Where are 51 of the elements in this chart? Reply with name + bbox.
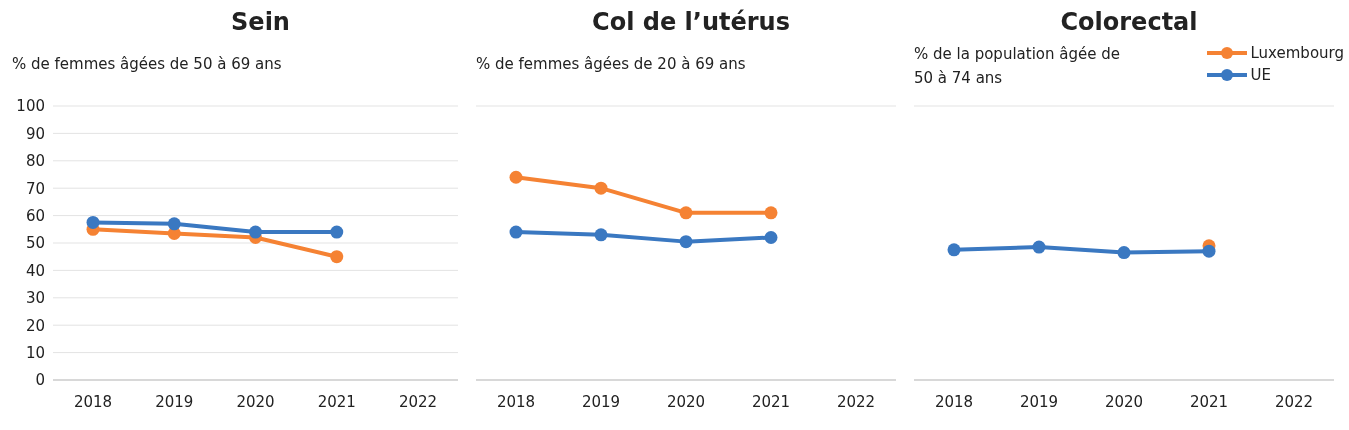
- y-tick-label: 10: [25, 343, 45, 362]
- y-tick-label: 80: [25, 152, 45, 171]
- x-tick-label: 2019: [581, 392, 621, 411]
- chart-title: Col de l’utérus: [591, 8, 791, 38]
- x-tick-label: 2021: [751, 392, 791, 411]
- y-tick-label: 90: [25, 124, 45, 143]
- point: [594, 181, 608, 195]
- y-axis-title: % de la population âgée de 50 à 74 ans: [914, 44, 1121, 89]
- point: [947, 243, 961, 257]
- y-tick-label: 30: [25, 289, 45, 308]
- x-tick-label: 2018: [73, 392, 113, 411]
- x-tick-label: 2022: [398, 392, 438, 411]
- point: [764, 231, 778, 245]
- point: [1117, 246, 1131, 260]
- x-tick-label: 2019: [155, 392, 194, 411]
- x-tick-label: 2022: [836, 392, 876, 411]
- x-tick-label: 2022: [1274, 392, 1314, 411]
- y-tick-label: 40: [25, 261, 45, 280]
- point: [594, 228, 608, 242]
- y-tick-label: 50: [25, 234, 45, 253]
- x-tick-label: 2018: [496, 392, 536, 411]
- x-tick-label: 2020: [666, 392, 706, 411]
- x-tick-label: 2018: [934, 392, 974, 411]
- x-tick-label: 2021: [1189, 392, 1229, 411]
- point: [764, 206, 778, 220]
- point: [330, 250, 344, 264]
- point: [330, 225, 344, 239]
- legend-label: Luxembourg: [1250, 43, 1344, 64]
- y-tick-label: 20: [25, 316, 45, 335]
- chart-title: Colorectal: [1059, 8, 1199, 38]
- point: [86, 215, 100, 229]
- y-tick-label: 100: [16, 97, 45, 116]
- x-tick-label: 2020: [236, 392, 275, 411]
- point: [1202, 244, 1216, 258]
- point: [679, 206, 693, 220]
- point: [167, 217, 181, 231]
- point: [679, 235, 693, 249]
- y-tick-label: 70: [25, 179, 45, 198]
- chart-title: Sein: [230, 8, 291, 38]
- point: [1032, 240, 1046, 254]
- x-tick-label: 2021: [317, 392, 356, 411]
- point: [249, 225, 262, 239]
- legend-label: UE: [1250, 65, 1271, 86]
- y-axis-title: % de femmes âgées de 20 à 69 ans: [476, 54, 746, 75]
- x-tick-label: 2019: [1019, 392, 1059, 411]
- y-tick-label: 60: [25, 206, 45, 225]
- point: [509, 170, 523, 184]
- point: [509, 225, 523, 239]
- y-axis-title: % de femmes âgées de 50 à 69 ans: [12, 54, 282, 75]
- x-tick-label: 2020: [1104, 392, 1144, 411]
- y-tick-label: 0: [35, 371, 45, 390]
